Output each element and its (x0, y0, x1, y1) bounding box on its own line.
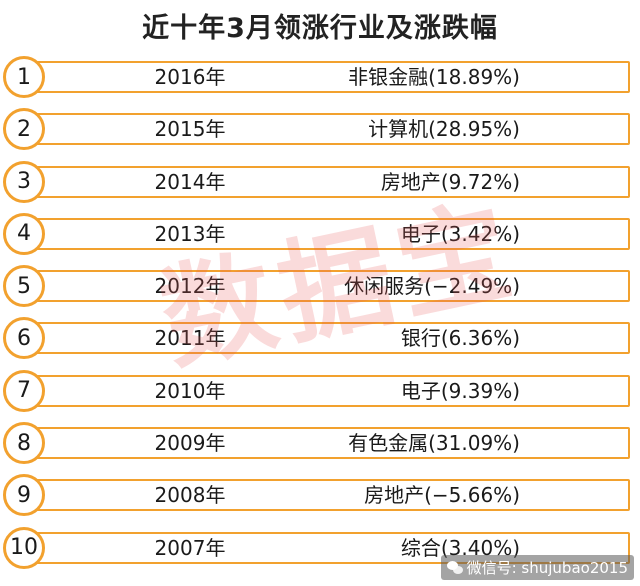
industry-label: 银行(6.36%) (400, 326, 520, 351)
industry-label: 电子(9.39%) (400, 378, 520, 403)
industry-label: 房地产(9.72%) (380, 169, 520, 194)
industry-label: 电子(3.42%) (400, 221, 520, 246)
year-label: 2015年 (154, 117, 226, 142)
list-item: 5 2012年 休闲服务(−2.49%) (0, 264, 640, 308)
list-item: 6 2011年 银行(6.36%) (0, 316, 640, 360)
rank-badge: 6 (3, 317, 45, 360)
wechat-id-badge: 微信号: shujubao2015 (440, 555, 634, 580)
row-bar (22, 270, 630, 303)
list-item: 7 2010年 电子(9.39%) (0, 369, 640, 413)
rank-badge: 9 (3, 474, 45, 517)
row-bar (22, 165, 630, 198)
rank-badge: 7 (3, 369, 45, 412)
row-bar (22, 427, 630, 460)
list-item: 2 2015年 计算机(28.95%) (0, 107, 640, 151)
year-label: 2013年 (154, 221, 226, 246)
rank-badge: 1 (3, 56, 45, 98)
industry-label: 休闲服务(−2.49%) (344, 274, 520, 299)
row-bar (22, 479, 630, 512)
row-bar (22, 113, 630, 146)
year-label: 2011年 (154, 326, 226, 351)
row-bar (22, 217, 630, 250)
rank-badge: 10 (3, 526, 45, 569)
rank-badge: 8 (3, 422, 45, 465)
ranking-list: 1 2016年 非银金融(18.89%) 2 2015年 计算机(28.95%)… (0, 55, 640, 578)
rank-badge: 4 (3, 212, 45, 255)
industry-label: 有色金属(31.09%) (348, 431, 520, 456)
list-item: 3 2014年 房地产(9.72%) (0, 160, 640, 204)
year-label: 2014年 (154, 169, 226, 194)
page-title: 近十年3月领涨行业及涨跌幅 (142, 13, 498, 44)
year-label: 2009年 (154, 431, 226, 456)
industry-label: 非银金融(18.89%) (348, 65, 520, 89)
row-bar (22, 374, 630, 407)
industry-label: 房地产(−5.66%) (364, 483, 520, 508)
list-item: 9 2008年 房地产(−5.66%) (0, 473, 640, 517)
list-item: 8 2009年 有色金属(31.09%) (0, 421, 640, 465)
industry-label: 计算机(28.95%) (368, 117, 520, 142)
year-label: 2010年 (154, 378, 226, 403)
wechat-id-label: 微信号: shujubao2015 (466, 559, 628, 577)
year-label: 2008年 (154, 483, 226, 508)
rank-badge: 5 (3, 265, 45, 308)
year-label: 2007年 (154, 535, 226, 560)
year-label: 2012年 (154, 274, 226, 299)
rank-badge: 3 (3, 160, 45, 203)
year-label: 2016年 (154, 65, 226, 89)
wechat-icon (446, 560, 463, 575)
list-item: 1 2016年 非银金融(18.89%) (0, 55, 640, 99)
list-item: 4 2013年 电子(3.42%) (0, 212, 640, 256)
rank-badge: 2 (3, 108, 45, 151)
row-bar (22, 322, 630, 355)
row-bar (22, 61, 630, 93)
